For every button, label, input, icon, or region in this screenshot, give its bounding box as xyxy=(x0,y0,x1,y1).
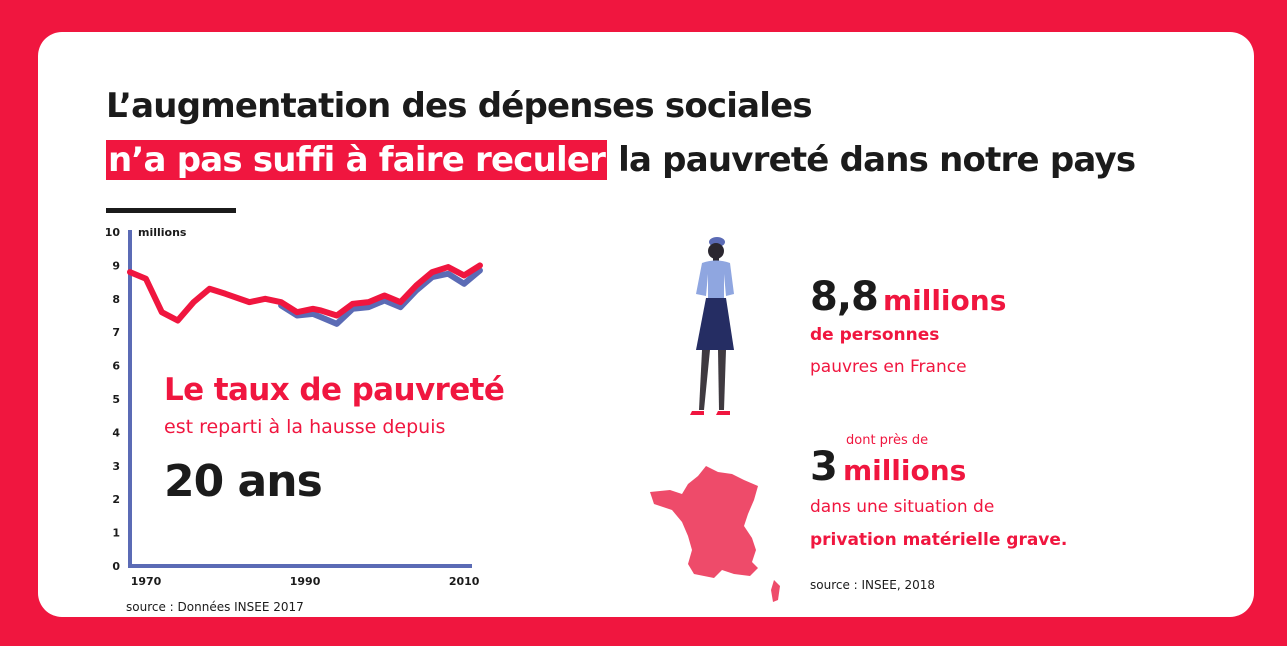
source-right: source : INSEE, 2018 xyxy=(810,578,935,592)
chart-overlay-subline: est reparti à la hausse depuis xyxy=(164,416,446,438)
series-line xyxy=(127,262,483,324)
x-tick-label: 1990 xyxy=(290,575,321,588)
x-tick-label: 1970 xyxy=(131,575,162,588)
stat1-line2: de personnes xyxy=(810,325,940,345)
y-tick-label: 7 xyxy=(112,326,120,339)
stat2-number: 3 xyxy=(810,444,838,490)
stat1-number: 8,8 xyxy=(810,274,879,320)
y-axis-label: millions xyxy=(138,226,187,239)
title-rule xyxy=(106,208,236,213)
y-tick-label: 2 xyxy=(112,493,120,506)
person-illustration-icon xyxy=(690,237,734,415)
france-map-icon xyxy=(650,466,780,602)
y-tick-label: 3 xyxy=(112,460,120,473)
y-tick-label: 0 xyxy=(112,560,120,573)
y-tick-label: 10 xyxy=(105,226,121,239)
headline-text-1: L’augmentation des dépenses sociales xyxy=(106,86,813,126)
stat2-headline: 3 millions xyxy=(810,444,966,490)
x-tick-label: 2010 xyxy=(449,575,480,588)
series-line xyxy=(278,267,483,327)
stat2-line2: dans une situation de xyxy=(810,497,995,517)
headline-line-1: L’augmentation des dépenses sociales xyxy=(106,86,813,126)
infographic-card xyxy=(38,32,1254,617)
stat2-unit: millions xyxy=(842,454,967,487)
stat2-prefix: dont près de xyxy=(846,433,929,448)
y-tick-label: 1 xyxy=(112,527,120,540)
y-tick-label: 4 xyxy=(112,426,120,439)
stat1-line3: pauvres en France xyxy=(810,357,967,377)
stat1-headline: 8,8 millions xyxy=(810,274,1006,320)
y-tick-label: 9 xyxy=(112,259,120,272)
y-tick-label: 8 xyxy=(112,293,120,306)
source-left: source : Données INSEE 2017 xyxy=(126,600,304,614)
headline-highlight: n’a pas suffi à faire reculer xyxy=(106,140,608,180)
chart-overlay-headline: Le taux de pauvreté xyxy=(164,372,505,408)
chart-overlay-big-number: 20 ans xyxy=(164,456,323,507)
y-tick-label: 5 xyxy=(112,393,120,406)
poverty-line-chart: 0 1 2 3 4 5 6 7 8 9 10 millions 1970 1990 2010 xyxy=(105,226,483,588)
headline-text-2: la pauvreté dans notre pays xyxy=(607,140,1136,180)
headline-line-2: n’a pas suffi à faire reculer la pauvret… xyxy=(106,140,1136,180)
y-tick-label: 6 xyxy=(112,360,120,373)
stat1-unit: millions xyxy=(882,284,1007,317)
stat2-line3: privation matérielle grave. xyxy=(810,530,1068,550)
